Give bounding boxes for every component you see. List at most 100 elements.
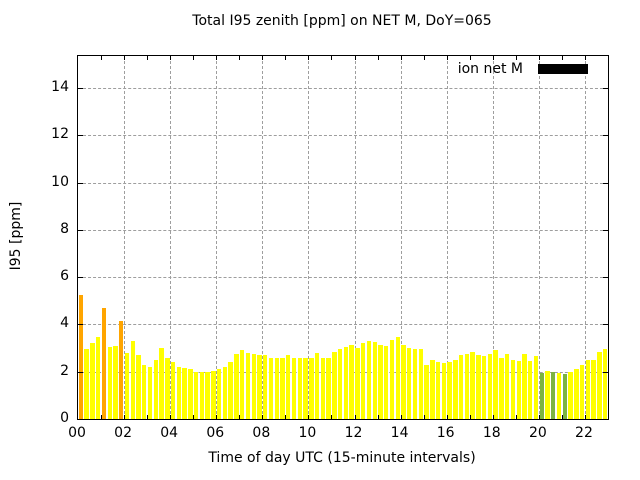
x-tick-mark	[469, 56, 471, 60]
y-axis-label: I95 [ppm]	[8, 201, 24, 271]
bar	[159, 348, 164, 419]
bar	[153, 359, 158, 419]
x-tick-mark	[308, 56, 310, 60]
bar	[182, 368, 187, 419]
y-tick-mark	[603, 371, 608, 373]
x-tick-mark	[561, 56, 563, 60]
bar	[579, 364, 585, 419]
bar	[257, 355, 262, 419]
bar	[124, 352, 130, 419]
bar	[136, 355, 141, 419]
bar	[337, 349, 343, 419]
x-tick-mark	[446, 415, 448, 419]
bar	[113, 345, 118, 419]
bar	[188, 369, 193, 419]
legend: ion net M	[458, 61, 588, 77]
bar	[378, 344, 383, 419]
x-tick-mark	[124, 415, 126, 419]
y-tick-mark	[78, 371, 83, 373]
x-tick-label: 00	[68, 425, 86, 441]
bar	[435, 362, 441, 419]
bar	[407, 348, 412, 419]
x-tick-label: 16	[436, 425, 455, 441]
bar	[516, 361, 521, 419]
x-tick-mark	[239, 56, 241, 60]
x-tick-mark	[124, 56, 126, 60]
y-tick-label: 0	[60, 410, 69, 426]
gridline-vertical	[308, 56, 310, 419]
x-tick-label: 04	[160, 425, 179, 441]
gridline-horizontal	[78, 229, 608, 231]
bar	[522, 353, 527, 419]
x-tick-mark	[193, 415, 195, 419]
bar	[458, 355, 464, 419]
y-tick-mark	[603, 182, 608, 184]
x-tick-mark	[584, 415, 586, 419]
y-tick-mark	[78, 324, 83, 326]
gridline-horizontal	[78, 277, 608, 279]
bar	[211, 370, 216, 419]
x-tick-mark	[216, 56, 218, 60]
bar	[568, 371, 573, 419]
gridline-vertical	[400, 56, 402, 419]
bar	[464, 353, 470, 419]
x-tick-mark	[285, 56, 287, 60]
bar	[551, 371, 556, 419]
bar	[585, 359, 591, 419]
bar	[366, 340, 372, 419]
x-tick-mark	[285, 415, 287, 419]
bar	[170, 362, 176, 419]
x-tick-mark	[262, 56, 264, 60]
x-tick-mark	[446, 56, 448, 60]
x-tick-label: 20	[528, 425, 547, 441]
bar	[602, 349, 608, 419]
x-tick-mark	[331, 56, 333, 60]
y-tick-mark	[603, 135, 608, 137]
x-tick-mark	[469, 415, 471, 419]
x-tick-mark	[101, 56, 103, 60]
bar	[453, 359, 458, 419]
bar	[487, 353, 493, 419]
bar	[90, 343, 95, 419]
x-tick-mark	[377, 56, 379, 60]
bar	[395, 337, 400, 419]
bar	[107, 346, 112, 419]
plot-area: ion net M	[77, 55, 609, 420]
bar	[481, 356, 487, 419]
gridline-vertical	[538, 56, 540, 419]
bar	[165, 357, 170, 419]
x-tick-mark	[354, 415, 356, 419]
gridline-horizontal	[78, 371, 608, 373]
bar	[597, 351, 602, 419]
bar	[240, 350, 245, 419]
y-tick-mark	[78, 229, 83, 231]
gridline-vertical	[216, 56, 218, 419]
bar	[280, 357, 285, 419]
bar	[384, 345, 389, 419]
gridline-vertical	[170, 56, 172, 419]
x-tick-mark	[377, 415, 379, 419]
bar	[528, 361, 533, 419]
x-tick-mark	[400, 56, 402, 60]
y-tick-label: 14	[51, 78, 69, 95]
gridline-vertical	[262, 56, 264, 419]
bar	[424, 364, 429, 419]
x-tick-label: 14	[390, 425, 409, 441]
x-tick-label: 02	[114, 425, 132, 441]
bar	[303, 357, 308, 419]
bar	[389, 339, 395, 419]
x-tick-mark	[492, 415, 494, 419]
x-tick-label: 06	[206, 425, 225, 441]
bar	[556, 372, 562, 419]
x-tick-mark	[170, 415, 172, 419]
bar	[412, 349, 418, 419]
y-tick-mark	[78, 87, 83, 89]
y-tick-mark	[603, 324, 608, 326]
chart-title: Total I95 zenith [ppm] on NET M, DoY=065	[192, 13, 492, 29]
bar	[401, 344, 406, 419]
bar	[430, 359, 435, 419]
bar	[291, 357, 297, 419]
bar	[119, 320, 124, 419]
bar	[222, 366, 228, 419]
x-axis-label: Time of day UTC (15-minute intervals)	[208, 450, 476, 466]
